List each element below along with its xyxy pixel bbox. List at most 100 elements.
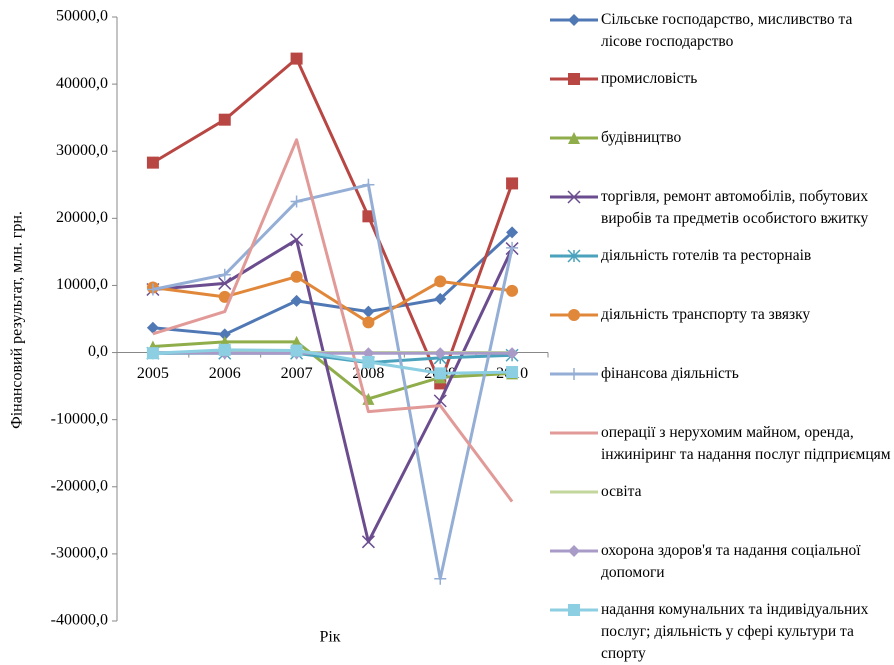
marker [506,177,519,190]
series-line [152,183,514,581]
marker [146,347,159,360]
marker-shape [218,328,231,341]
marker [434,367,447,380]
legend-label: будівництво [601,129,682,146]
marker [362,178,375,191]
marker-shape [506,284,519,297]
marker-shape [146,283,159,296]
marker [434,275,447,288]
marker-shape [568,14,580,26]
marker [434,347,447,360]
marker-shape [567,190,581,204]
legend-label: промисловість [601,70,698,87]
marker [362,305,375,318]
marker-shape [506,366,519,379]
marker [218,290,231,303]
marker-shape [568,604,580,616]
marker-shape [567,249,581,263]
marker-shape [290,52,303,65]
marker-shape [506,347,519,360]
marker-shape [362,316,375,329]
marker [568,368,580,380]
x-tick-label: 2006 [209,365,241,382]
marker-shape [506,177,519,190]
y-tick-label: 30000,0 [56,142,108,159]
series-line [152,275,513,324]
marker-shape [362,305,375,318]
marker-shape [218,343,231,356]
marker [218,328,231,341]
series-line [152,231,514,336]
legend-label: операції з нерухомим майном, оренда, інж… [601,424,891,463]
y-tick-label: -10000,0 [51,410,108,427]
x-tick-label: 2005 [137,365,169,382]
y-tick-label: 0,0 [88,343,108,360]
marker [506,226,519,239]
marker [434,572,447,585]
marker [290,52,303,65]
marker [146,156,159,169]
marker-shape [434,292,447,305]
series-line [152,348,513,375]
marker [568,73,580,85]
marker-shape [568,368,580,380]
marker-shape [218,268,231,281]
x-axis-label: Рік [319,629,340,646]
marker [506,366,519,379]
marker-shape [290,294,303,307]
x-tick-label: 2007 [281,365,313,382]
marker-shape [362,210,375,223]
marker [290,195,303,208]
marker-shape [290,195,303,208]
marker [506,347,519,360]
marker [568,309,580,321]
marker-shape [506,226,519,239]
legend-label: Сільське господарство, мисливство та ліс… [601,11,853,50]
y-axis-label: Фінансовий результат, млн. грн. [9,211,26,429]
marker-shape [218,276,232,290]
legend-label: освіта [601,483,642,500]
y-tick-label: 20000,0 [56,209,108,226]
marker-shape [290,344,303,357]
marker [290,294,303,307]
marker [146,283,159,296]
marker [567,249,581,263]
marker-shape [434,367,447,380]
marker-shape [434,275,447,288]
marker-shape [568,73,580,85]
y-tick-label: 40000,0 [56,75,108,92]
y-tick-label: -40000,0 [51,612,108,629]
marker [362,355,375,368]
marker [361,535,375,549]
marker [362,210,375,223]
marker-shape [434,572,447,585]
marker [568,14,580,26]
marker-shape [568,545,580,557]
series-line [152,238,514,544]
marker [434,292,447,305]
marker-shape [568,309,580,321]
marker [290,270,303,283]
legend-label: діяльність готелів та ресторнаів [601,247,812,264]
marker [146,321,159,334]
legend-label: охорона здоров'я та надання соціальної д… [601,542,861,581]
marker [290,344,303,357]
marker-shape [362,178,375,191]
marker [568,132,580,144]
y-tick-label: 10000,0 [56,276,108,293]
marker [568,545,580,557]
marker-shape [146,321,159,334]
series-line [152,57,514,385]
marker-shape [362,355,375,368]
marker [506,241,519,254]
marker-shape [146,156,159,169]
marker-shape [506,241,519,254]
series-line [152,138,514,503]
marker-shape [361,535,375,549]
marker [218,276,232,290]
legend-label: надання комунальних та індивідуальних по… [601,601,869,662]
marker [290,233,304,247]
marker-shape [290,270,303,283]
legend-label: фінансова діяльність [601,365,739,382]
